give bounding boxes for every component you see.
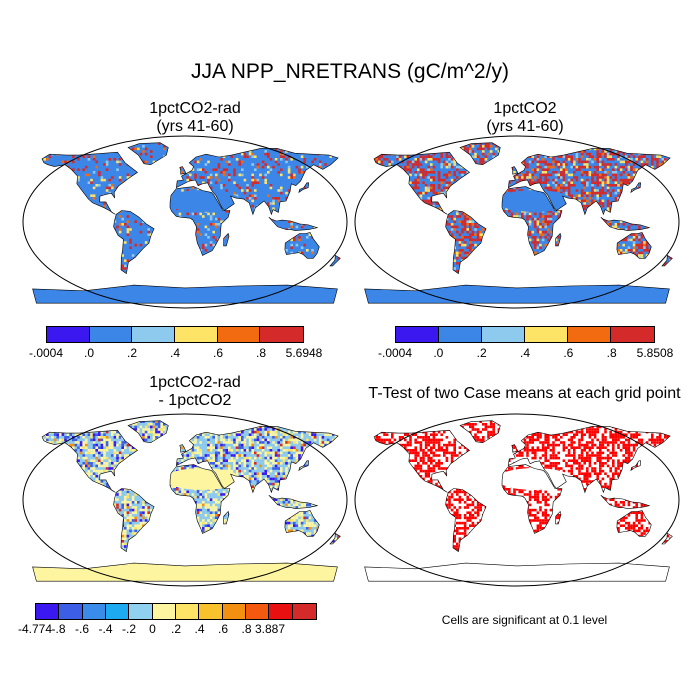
colorbar-panel-3-labels: -4.774 -.8 -.6 -.4 -.2 0 .2 .4 .6 .8 3.887 [18, 622, 317, 638]
panel3-title-line1: 1pctCO2-rad [149, 374, 241, 391]
colorbar-tick-label: 5.6948 [285, 346, 323, 360]
colorbar-panel-2 [395, 326, 655, 343]
colorbar-panel-2-labels: -.0004 .0 .2 .4 .6 .8 5.8508 [378, 346, 673, 362]
panel2-title: 1pctCO2 (yrs 41-60) [370, 100, 680, 136]
colorbar-panel-1 [46, 326, 304, 343]
colorbar-tick-label: 5.8508 [636, 346, 674, 360]
colorbar-tick-label: .8 [255, 346, 267, 360]
panel1-title: 1pctCO2-rad (yrs 41-60) [40, 100, 350, 136]
colorbar-tick-label: .8 [241, 622, 252, 636]
colorbar-tick-label: .8 [606, 346, 617, 360]
panel1-title-line2: (yrs 41-60) [156, 118, 234, 135]
colorbar-tick-label: 0 [149, 622, 156, 636]
colorbar-tick-label: .6 [212, 346, 224, 360]
colorbar-tick-label: .0 [83, 346, 95, 360]
map-panel-1 [22, 135, 348, 309]
colorbar-box [47, 327, 90, 342]
figure-title: JJA NPP_NRETRANS (gC/m^2/y) [191, 60, 509, 83]
colorbar-box [269, 604, 293, 619]
map-panel-2 [354, 135, 680, 309]
colorbar-tick-label: .0 [433, 346, 444, 360]
panel2-title-line2: (yrs 41-60) [486, 118, 564, 135]
colorbar-box [245, 604, 270, 619]
colorbar-tick-label: -.0004 [377, 346, 413, 360]
colorbar-tick-label: .2 [476, 346, 487, 360]
colorbar-box [174, 327, 218, 342]
colorbar-tick-label: .4 [194, 622, 205, 636]
colorbar-tick-label: .6 [217, 622, 229, 636]
panel3-title: 1pctCO2-rad - 1pctCO2 [40, 374, 350, 410]
panel2-title-line1: 1pctCO2 [493, 100, 557, 117]
colorbar-box [175, 604, 200, 619]
colorbar-tick-label: -4.774 [17, 622, 53, 636]
panel4-title: T-Test of two Case means at each grid po… [368, 385, 681, 402]
panel1-title-line1: 1pctCO2-rad [149, 100, 241, 117]
colorbar-tick-label: .6 [563, 346, 574, 360]
colorbar-tick-label: 3.887 [254, 622, 286, 636]
colorbar-box [152, 604, 176, 619]
colorbar-box [482, 327, 525, 342]
colorbar-box [59, 604, 83, 619]
colorbar-panel-1-labels: -.0004 .0 .2 .4 .6 .8 5.6948 [29, 346, 322, 362]
map-panel-4 [354, 413, 680, 587]
colorbar-tick-label: .2 [126, 346, 138, 360]
colorbar-box [439, 327, 482, 342]
colorbar-box [132, 327, 175, 342]
colorbar-box [129, 604, 153, 619]
colorbar-box [217, 327, 261, 342]
colorbar-tick-label: -.8 [51, 622, 66, 636]
colorbar-box [568, 327, 611, 342]
colorbar-box [260, 327, 303, 342]
map-panel-3 [22, 413, 348, 587]
colorbar-tick-label: -.6 [74, 622, 90, 636]
panel3-title-line2: - 1pctCO2 [158, 392, 232, 409]
colorbar-box [89, 327, 133, 342]
significance-note: Cells are significant at 0.1 level [441, 613, 608, 627]
colorbar-box [199, 604, 223, 619]
colorbar-tick-label: -.2 [121, 622, 137, 636]
colorbar-box [105, 604, 130, 619]
colorbar-box [292, 604, 316, 619]
colorbar-tick-label: .4 [519, 346, 531, 360]
colorbar-box [525, 327, 568, 342]
colorbar-box [82, 604, 106, 619]
colorbar-box [36, 604, 60, 619]
colorbar-tick-label: .2 [170, 622, 182, 636]
colorbar-tick-label: .4 [169, 346, 181, 360]
colorbar-tick-label: -.0004 [28, 346, 64, 360]
colorbar-tick-label: -.4 [98, 622, 113, 636]
colorbar-box [611, 327, 654, 342]
colorbar-box [222, 604, 246, 619]
colorbar-panel-3 [35, 603, 317, 620]
colorbar-box [396, 327, 439, 342]
